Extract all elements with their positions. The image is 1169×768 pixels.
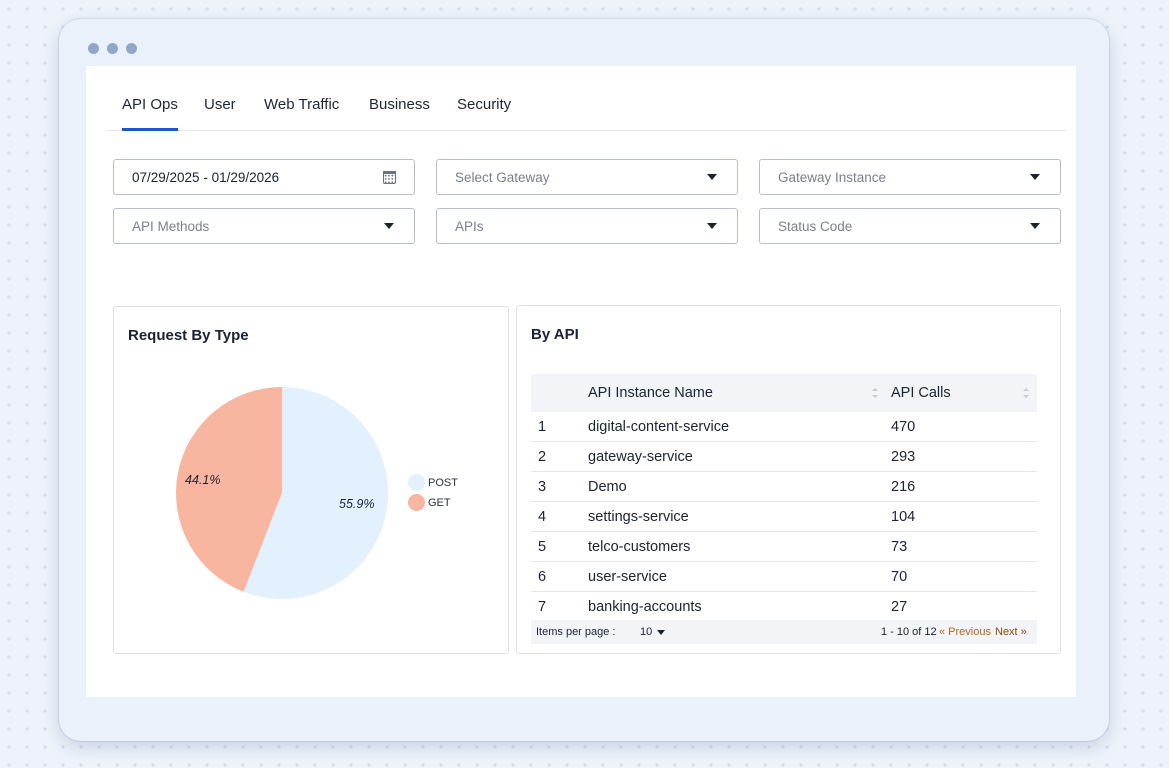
browser-frame: API Ops User Web Traffic Business Securi…: [59, 19, 1109, 741]
table-row[interactable]: 5 telco-customers 73: [531, 532, 1037, 562]
calendar-icon[interactable]: [383, 170, 396, 184]
row-index: 4: [538, 509, 547, 525]
legend-item-get[interactable]: GET: [408, 494, 451, 511]
api-instance-name: user-service: [588, 569, 667, 585]
apis-select[interactable]: APIs: [436, 208, 738, 244]
pagination-bar: Items per page : 10 1 - 10 of 12 « Previ…: [531, 620, 1037, 644]
api-methods-select[interactable]: API Methods: [113, 208, 415, 244]
items-per-page-value: 10: [640, 626, 653, 638]
table-row[interactable]: 3 Demo 216: [531, 472, 1037, 502]
window-dot-icon: [88, 43, 99, 54]
row-index: 2: [538, 449, 547, 465]
api-calls: 470: [891, 419, 916, 435]
pie-slice-get[interactable]: [176, 387, 282, 592]
items-per-page-select[interactable]: 10: [640, 626, 666, 638]
by-api-card: By API API Instance Name API Calls 1 digi…: [516, 305, 1061, 654]
api-methods-placeholder: API Methods: [132, 218, 210, 234]
window-dot-icon: [126, 43, 137, 54]
request-by-type-title: Request By Type: [128, 327, 249, 344]
next-page-link[interactable]: Next »: [995, 626, 1027, 638]
status-code-select[interactable]: Status Code: [759, 208, 1061, 244]
legend-swatch-get: [408, 494, 425, 511]
api-instance-name: gateway-service: [588, 449, 693, 465]
api-instance-name: settings-service: [588, 509, 689, 525]
legend-swatch-post: [408, 474, 425, 491]
by-api-table: API Instance Name API Calls 1 digital-con…: [531, 374, 1037, 622]
chevron-down-icon: [707, 174, 717, 180]
api-calls: 293: [891, 449, 916, 465]
row-index: 3: [538, 479, 547, 495]
column-header-api-instance-name[interactable]: API Instance Name: [588, 385, 713, 401]
status-code-placeholder: Status Code: [778, 218, 853, 234]
api-calls: 216: [891, 479, 916, 495]
legend-label-post: POST: [428, 476, 458, 489]
row-index: 6: [538, 569, 547, 585]
tab-user[interactable]: User: [204, 96, 236, 113]
tab-web-traffic[interactable]: Web Traffic: [264, 96, 340, 113]
api-calls: 27: [891, 599, 908, 615]
sort-icon[interactable]: [1023, 388, 1029, 398]
dashboard-panel: API Ops User Web Traffic Business Securi…: [86, 66, 1076, 697]
chevron-down-icon: [707, 223, 717, 229]
table-body: 1 digital-content-service 470 2 gateway-serv…: [531, 412, 1037, 622]
window-controls: [88, 43, 137, 54]
by-api-title: By API: [531, 326, 579, 343]
chevron-down-icon: [384, 223, 394, 229]
row-index: 5: [538, 539, 547, 555]
tab-business[interactable]: Business: [369, 96, 430, 113]
window-dot-icon: [107, 43, 118, 54]
api-instance-name: telco-customers: [588, 539, 691, 555]
row-index: 7: [538, 599, 547, 615]
request-by-type-card: Request By Type 55.9% 44.1% POST GET: [113, 306, 509, 654]
chevron-down-icon: [1030, 223, 1040, 229]
api-instance-name: digital-content-service: [588, 419, 730, 435]
chevron-down-icon: [657, 629, 666, 635]
previous-page-link[interactable]: « Previous: [939, 626, 991, 638]
gateway-instance-placeholder: Gateway Instance: [778, 169, 887, 185]
items-per-page-label: Items per page :: [536, 626, 616, 638]
tab-bar: API Ops User Web Traffic Business Securi…: [107, 66, 1067, 131]
date-range-picker[interactable]: 07/29/2025 - 01/29/2026: [113, 159, 415, 195]
table-row[interactable]: 2 gateway-service 293: [531, 442, 1037, 472]
apis-placeholder: APIs: [455, 218, 484, 234]
api-instance-name: Demo: [588, 479, 627, 495]
table-row[interactable]: 4 settings-service 104: [531, 502, 1037, 532]
api-instance-name: banking-accounts: [588, 599, 702, 615]
pie-slice-post[interactable]: [243, 387, 389, 599]
legend-label-get: GET: [428, 496, 451, 509]
table-row[interactable]: 1 digital-content-service 470: [531, 412, 1037, 442]
table-row[interactable]: 6 user-service 70: [531, 562, 1037, 592]
gateway-select[interactable]: Select Gateway: [436, 159, 738, 195]
table-row[interactable]: 7 banking-accounts 27: [531, 592, 1037, 622]
request-type-pie-chart: [176, 387, 389, 599]
legend-item-post[interactable]: POST: [408, 474, 458, 491]
tab-security[interactable]: Security: [457, 96, 512, 113]
date-range-value: 07/29/2025 - 01/29/2026: [132, 169, 280, 185]
pagination-range: 1 - 10 of 12: [881, 626, 937, 638]
pie-label-post: 55.9%: [339, 497, 375, 511]
api-calls: 104: [891, 509, 916, 525]
gateway-select-placeholder: Select Gateway: [455, 169, 550, 185]
column-header-api-calls[interactable]: API Calls: [891, 385, 951, 401]
sort-icon[interactable]: [872, 388, 878, 398]
gateway-instance-select[interactable]: Gateway Instance: [759, 159, 1061, 195]
pie-label-get: 44.1%: [185, 473, 221, 487]
table-header: API Instance Name API Calls: [531, 374, 1037, 412]
chevron-down-icon: [1030, 174, 1040, 180]
row-index: 1: [538, 419, 547, 435]
tab-api-ops[interactable]: API Ops: [122, 96, 178, 131]
api-calls: 73: [891, 539, 908, 555]
api-calls: 70: [891, 569, 908, 585]
